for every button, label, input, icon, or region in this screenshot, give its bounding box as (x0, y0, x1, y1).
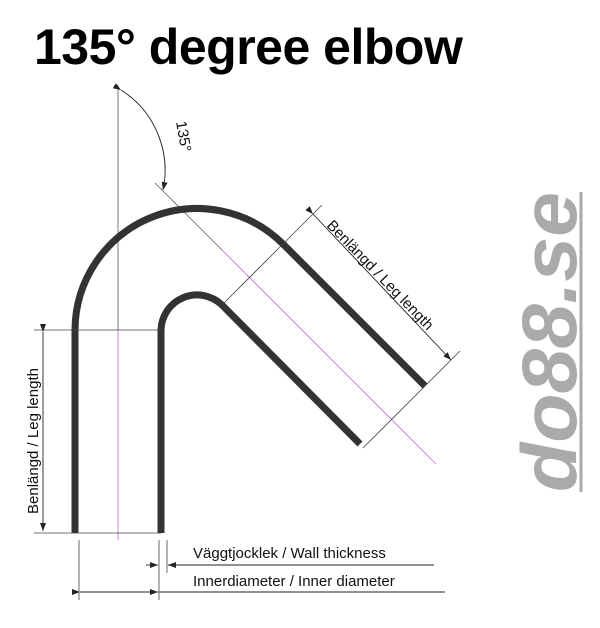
inner-diameter-label: Innerdiameter / Inner diameter (193, 573, 395, 590)
wall-thickness-label: Väggtjocklek / Wall thickness (193, 545, 386, 562)
diagonal-centerline (154, 182, 223, 251)
pipe-outer-wall (71, 205, 428, 533)
pipe-inner-wall (157, 291, 363, 533)
diagonal-centerline-leg (221, 249, 437, 465)
leg-dim-line-right (305, 206, 452, 361)
leg-length-label-right: Benlängd / Leg length (323, 217, 437, 334)
do88-logo: do88.se (505, 192, 593, 492)
logo-text: do88.se (505, 192, 593, 492)
section-line-right (221, 243, 284, 306)
leg-dim-ext-top (282, 204, 323, 245)
leg-dim-ext-bottom (424, 350, 461, 387)
leg-length-label-left: Benlängd / Leg length (25, 368, 42, 514)
angle-label: 135° (172, 120, 194, 154)
page-title: 135° degree elbow (34, 19, 463, 75)
angle-arc (112, 83, 168, 191)
pipe-end-line (362, 385, 426, 449)
